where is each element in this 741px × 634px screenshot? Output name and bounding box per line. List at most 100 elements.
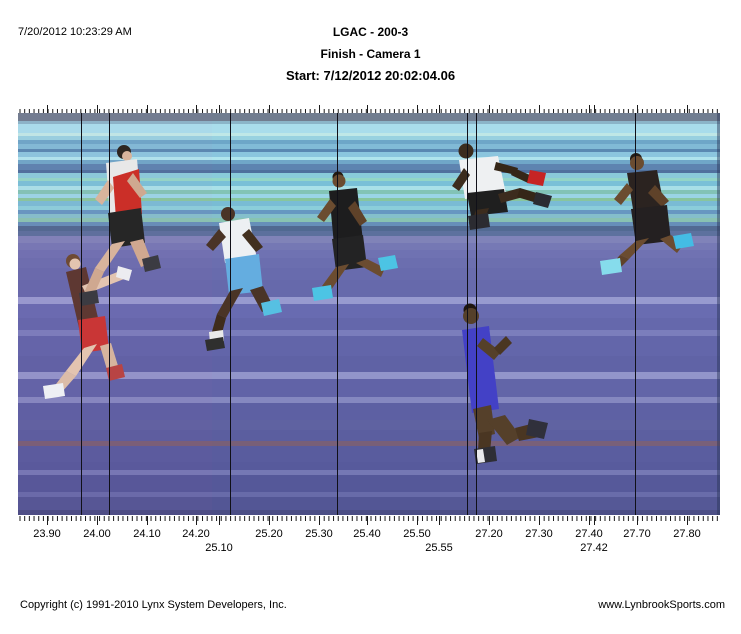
photo-stripe (18, 430, 720, 441)
photo-stripe (18, 243, 720, 250)
runner-white-tee (459, 156, 506, 199)
runner-dark-top-right (673, 233, 694, 249)
photo-stripe (18, 379, 720, 397)
photo-stripe (18, 160, 720, 164)
runner-blue-singlet (477, 338, 501, 360)
photo-stripe (18, 441, 720, 446)
photo-stripe (18, 268, 720, 280)
runner-black-singlet (332, 235, 367, 271)
photo-stripe (18, 336, 720, 356)
runner-red-vest (142, 255, 161, 272)
photo-stripe (18, 152, 720, 157)
photo-stripe (18, 124, 720, 133)
runner-dark-top-right (631, 205, 671, 245)
runner-white-tee (494, 162, 518, 175)
axis-time-label: 25.55 (425, 542, 453, 554)
photo-tint (212, 113, 440, 515)
runner-dark-top-right (614, 183, 633, 205)
photo-stripe (18, 149, 720, 152)
photo-stripe (18, 198, 720, 201)
axis-time-label: 25.20 (255, 528, 283, 540)
axis-time-label: 27.20 (475, 528, 503, 540)
runner-white-tee (458, 143, 474, 159)
runner-white-tee (527, 170, 546, 186)
axis-time-label: 24.00 (83, 528, 111, 540)
photo-stripe (18, 164, 720, 170)
photo-stripe (18, 201, 720, 206)
photo-stripe (18, 214, 720, 218)
photo-stripe (18, 170, 720, 173)
photo-stripe (18, 133, 720, 136)
axis-time-label: 25.30 (305, 528, 333, 540)
photo-stripe (18, 186, 720, 190)
runner-white-tee (511, 168, 532, 183)
photo-stripe (18, 297, 720, 304)
runner-red-vest (122, 151, 132, 161)
runner-white-top-blue-shorts (205, 337, 225, 351)
runner-white-tee (452, 168, 470, 191)
photo-stripe (18, 140, 720, 144)
runner-red-vest (108, 208, 145, 248)
runner-blue-singlet (476, 449, 485, 463)
runner-black-singlet (332, 174, 346, 188)
runner-white-top-blue-shorts (242, 229, 263, 252)
axis-time-label: 27.40 (575, 528, 603, 540)
runner-black-singlet (378, 255, 398, 271)
capture-timestamp: 7/20/2012 10:23:29 AM (18, 26, 132, 38)
axis-time-label: 25.40 (353, 528, 381, 540)
axis-time-label: 24.10 (133, 528, 161, 540)
copyright-text: Copyright (c) 1991-2010 Lynx System Deve… (20, 599, 287, 611)
photo-stripe (18, 144, 720, 149)
photo-stripe (18, 330, 720, 336)
camera-subtitle: Finish - Camera 1 (320, 47, 421, 61)
photo-stripe (18, 497, 720, 510)
photo-stripe (18, 121, 720, 124)
photo-stripe (18, 470, 720, 475)
runner-dark-top-right (648, 185, 669, 207)
runner-maroon-red-shorts (43, 383, 65, 399)
runner-red-vest (79, 290, 99, 306)
photo-stripe (18, 231, 720, 236)
runner-red-vest (127, 173, 147, 198)
runner-white-top-blue-shorts (221, 207, 235, 221)
runner-maroon-red-shorts (69, 258, 81, 270)
axis-time-label: 27.30 (525, 528, 553, 540)
photo-stripe (18, 236, 720, 243)
runner-maroon-red-shorts (116, 266, 132, 281)
runner-white-tee (467, 189, 508, 216)
photo-stripe (18, 210, 720, 214)
photo-stripe (18, 190, 720, 194)
photo-stripe (18, 372, 720, 379)
photo-stripe (18, 420, 720, 430)
runner-white-top-blue-shorts (261, 299, 282, 316)
axis-time-label: 27.80 (673, 528, 701, 540)
photo-stripe (18, 510, 720, 515)
axis-time-label: 27.70 (623, 528, 651, 540)
axis-time-label: 25.50 (403, 528, 431, 540)
runner-black-singlet (356, 259, 385, 277)
photo-stripe (18, 136, 720, 140)
photo-stripe (18, 446, 720, 462)
photo-stripe (18, 206, 720, 210)
runner-maroon-red-shorts (78, 316, 109, 353)
axis-time-label: 27.42 (580, 542, 608, 554)
axis-time-label: 23.90 (33, 528, 61, 540)
start-time: Start: 7/12/2012 20:02:04.06 (285, 68, 456, 83)
runner-black-singlet (317, 199, 336, 222)
photo-stripe (18, 194, 720, 198)
photo-stripe (18, 318, 720, 330)
runner-dark-top-right (600, 258, 622, 275)
runner-black-singlet (312, 285, 333, 301)
photo-stripe (18, 222, 720, 226)
axis-time-label: 24.20 (182, 528, 210, 540)
runner-dark-top-right (630, 156, 644, 170)
runner-dark-top-right (620, 238, 649, 259)
runner-white-tee (468, 213, 490, 230)
runner-blue-singlet (494, 336, 512, 355)
runner-blue-singlet (526, 419, 548, 439)
photo-stripe (18, 475, 720, 492)
photo-stripe (18, 178, 720, 181)
photo-stripe (18, 304, 720, 318)
photo-stripe (18, 218, 720, 222)
